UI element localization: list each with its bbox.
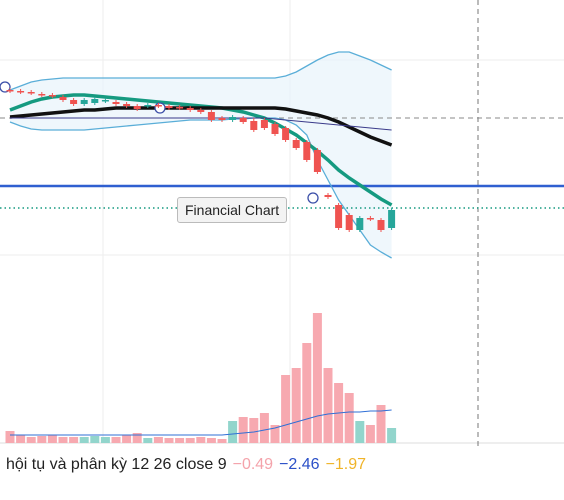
- candle-body: [250, 121, 258, 130]
- candle-body: [101, 100, 109, 102]
- volume-bar: [312, 313, 322, 443]
- candle-body: [154, 105, 162, 107]
- legend-value: −0.49: [232, 456, 274, 473]
- candle-body: [366, 218, 374, 220]
- legend-label: hội tụ và phân kỳ 12 26 close 9: [6, 456, 227, 473]
- legend: hội tụ và phân kỳ 12 26 close 9 −0.49 −2.4…: [6, 456, 366, 474]
- marker: [307, 192, 319, 204]
- marker: [154, 102, 166, 114]
- tooltip: Financial Chart: [177, 197, 288, 223]
- volume-bar: [143, 438, 153, 443]
- volume-bar: [344, 393, 354, 443]
- band-fill: [10, 52, 392, 258]
- candle-body: [165, 106, 173, 108]
- volume-ma: [10, 409, 392, 436]
- candle-body: [80, 100, 88, 104]
- candle-body: [6, 90, 14, 92]
- volume-bar: [238, 417, 248, 443]
- candle-body: [260, 120, 268, 128]
- candle-body: [345, 215, 353, 230]
- volume-bar: [376, 405, 386, 443]
- candle-body: [356, 218, 364, 230]
- volume-bar: [185, 438, 195, 443]
- indicator-line: [9, 93, 393, 207]
- candle-body: [133, 106, 141, 109]
- candle-body: [303, 142, 311, 160]
- marker: [0, 81, 11, 93]
- indicator-line: [9, 117, 392, 259]
- volume-bar: [249, 418, 259, 443]
- candle-body: [123, 104, 131, 106]
- candle-body: [324, 195, 332, 197]
- volume-bar: [122, 435, 132, 443]
- volume-bar: [196, 437, 206, 443]
- volume-bar: [164, 438, 174, 443]
- volume-bar: [47, 435, 57, 443]
- volume-bar: [323, 368, 333, 443]
- volume-bar: [58, 437, 68, 443]
- volume-bar: [26, 437, 36, 443]
- candle-body: [292, 140, 300, 148]
- candle-body: [335, 205, 343, 228]
- legend-value: −2.46: [279, 456, 320, 473]
- candle-body: [197, 110, 205, 112]
- volume-bar: [355, 421, 365, 443]
- volume-bar: [37, 436, 47, 443]
- volume-bar: [175, 438, 185, 443]
- volume-bar: [90, 436, 100, 443]
- indicator-line: [10, 117, 392, 131]
- candle-body: [388, 210, 396, 228]
- candle-body: [207, 112, 215, 120]
- candle-body: [377, 220, 385, 230]
- volume-bar: [206, 438, 216, 443]
- candle-body: [17, 91, 25, 93]
- candle-body: [176, 107, 184, 109]
- volume-bar: [281, 375, 291, 443]
- volume-bar: [132, 433, 142, 443]
- volume-bar: [365, 425, 375, 443]
- candle-body: [38, 94, 46, 96]
- volume-bar: [79, 437, 89, 443]
- candle-body: [91, 99, 99, 103]
- volume-bar: [291, 368, 301, 443]
- candle-body: [186, 108, 194, 110]
- volume-bar: [228, 421, 238, 443]
- volume-bar: [16, 435, 26, 443]
- volume-bar: [302, 343, 312, 443]
- candle-body: [239, 118, 247, 122]
- candle-body: [48, 95, 56, 97]
- candle-body: [229, 117, 237, 120]
- candle-body: [27, 92, 35, 94]
- candle-body: [313, 150, 321, 172]
- volume-bar: [387, 428, 397, 443]
- candle-body: [282, 128, 290, 140]
- volume-bar: [100, 437, 110, 443]
- volume-bar: [69, 437, 79, 443]
- candle-body: [112, 102, 120, 104]
- volume-bar: [217, 439, 227, 443]
- candle-body: [70, 100, 78, 104]
- volume-bar: [111, 437, 121, 443]
- legend-value: −1.97: [325, 456, 367, 473]
- volume-bar: [153, 437, 163, 443]
- volume-bar: [259, 413, 269, 443]
- indicator-line: [9, 51, 392, 91]
- candle-body: [271, 124, 279, 134]
- volume-bar: [270, 425, 280, 443]
- candle-body: [218, 118, 226, 120]
- volume-bar: [5, 431, 15, 443]
- candle-body: [59, 97, 67, 100]
- candle-body: [144, 105, 152, 107]
